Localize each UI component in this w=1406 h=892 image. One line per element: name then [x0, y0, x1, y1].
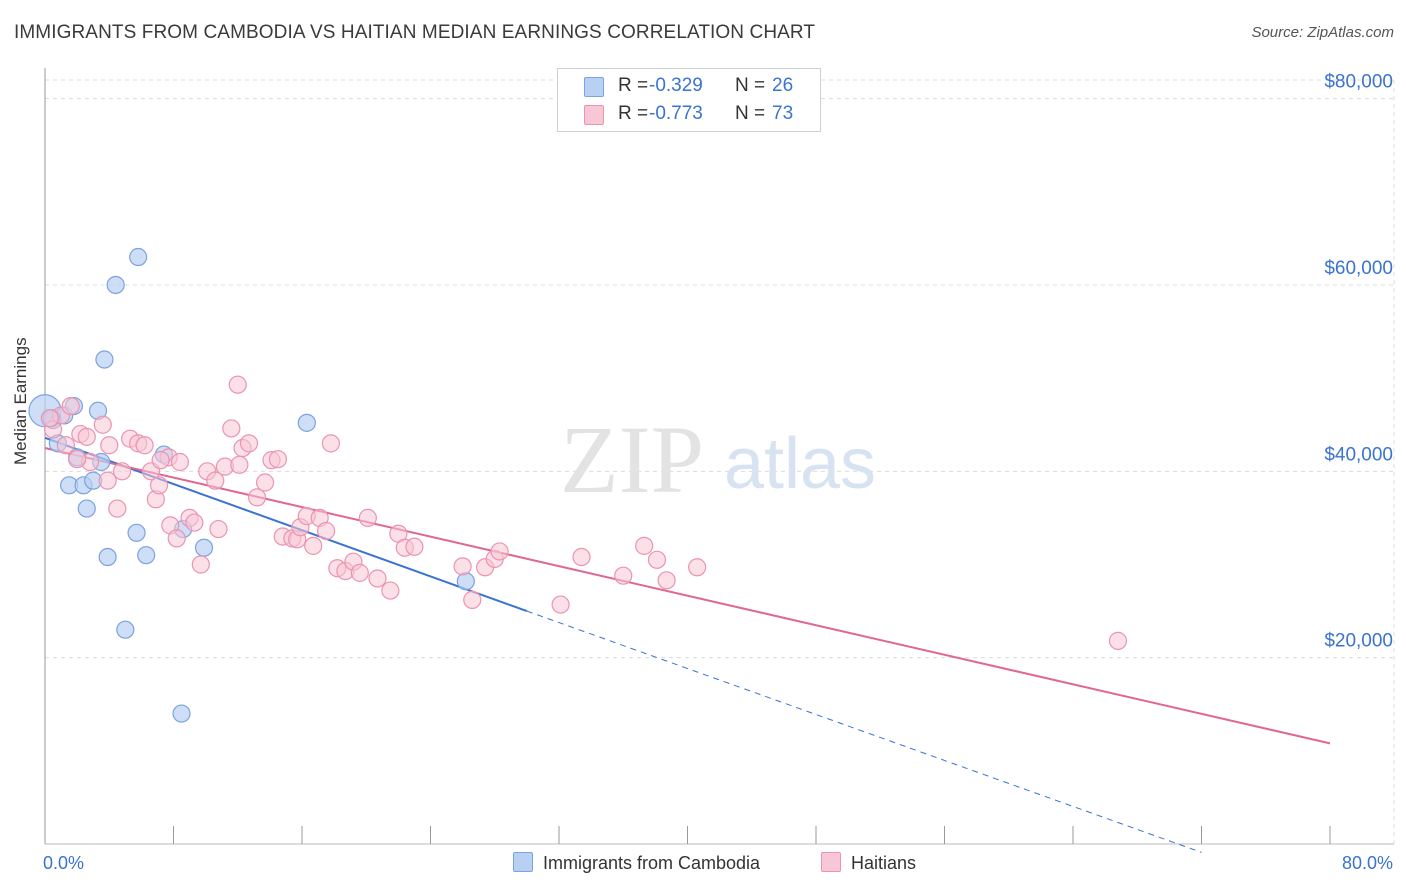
legend-n-label: N =: [735, 103, 766, 124]
data-point-cambodia: [172, 704, 191, 723]
data-point-haitians: [56, 436, 75, 455]
legend-r-label: R =: [618, 75, 649, 96]
data-point-cambodia: [194, 538, 214, 557]
watermark: ZIP atlas: [560, 406, 876, 513]
data-point-haitians: [688, 558, 707, 577]
legend-r-value: -0.329: [649, 75, 703, 96]
tick-labels: $20,000 $40,000 $60,000 $80,000 0.0% 80.0%: [43, 72, 1393, 873]
data-point-haitians: [405, 537, 424, 556]
data-point-haitians: [151, 451, 170, 470]
data-point-haitians: [222, 419, 241, 438]
data-point-haitians: [167, 529, 186, 548]
data-point-haitians: [316, 521, 336, 541]
data-point-cambodia: [129, 247, 148, 267]
data-point-cambodia: [456, 572, 475, 591]
data-point-haitians: [149, 476, 169, 495]
data-point-haitians: [358, 508, 377, 528]
data-point-cambodia: [106, 275, 125, 295]
data-point-haitians: [239, 434, 259, 453]
data-point-cambodia: [297, 413, 316, 432]
data-point-haitians: [228, 375, 247, 394]
chart-title: IMMIGRANTS FROM CAMBODIA VS HAITIAN MEDI…: [14, 22, 816, 43]
data-point-cambodia: [137, 546, 156, 565]
data-point-haitians: [614, 566, 633, 585]
legend-row-cambodia: R = -0.329 N = 26: [558, 72, 820, 100]
data-point-haitians: [463, 590, 482, 609]
data-point-cambodia: [77, 499, 96, 518]
data-point-haitians: [93, 415, 112, 434]
data-point-haitians: [185, 513, 204, 532]
trend-line-cambodia-extension: [526, 610, 1202, 853]
data-point-haitians: [321, 434, 341, 453]
y-axis-label: Median Earnings: [11, 337, 30, 465]
data-point-haitians: [61, 396, 80, 416]
x-tick-label: 0.0%: [43, 853, 84, 873]
data-point-haitians: [230, 455, 249, 474]
data-point-haitians: [191, 555, 210, 574]
y-tick-label: $20,000: [1324, 631, 1393, 652]
data-point-haitians: [635, 536, 654, 555]
data-point-haitians: [381, 581, 400, 600]
legend-n-value: 26: [772, 75, 794, 96]
data-point-cambodia: [116, 620, 135, 639]
legend-swatch-cambodia: [584, 77, 604, 97]
data-point-haitians: [1108, 631, 1128, 650]
bottom-legend-label: Immigrants from Cambodia: [543, 853, 761, 873]
data-point-haitians: [453, 557, 472, 576]
bottom-legend-swatch-cambodia: [513, 852, 533, 872]
x-tick-label: 80.0%: [1342, 853, 1393, 873]
data-point-cambodia: [95, 350, 114, 369]
data-point-cambodia: [98, 547, 117, 567]
data-point-haitians: [247, 488, 267, 507]
legend-r-label: R =: [618, 103, 649, 124]
data-point-haitians: [268, 450, 288, 469]
correlation-legend: R = -0.329 N = 26 R = -0.773 N = 73: [557, 68, 821, 132]
bottom-legend-swatch-haitians: [821, 852, 841, 872]
data-point-haitians: [551, 595, 570, 614]
data-point-haitians: [368, 569, 387, 588]
data-point-haitians: [657, 571, 676, 590]
bottom-legend-label: Haitians: [851, 853, 917, 873]
data-point-haitians: [209, 519, 228, 539]
data-point-haitians: [170, 452, 190, 472]
data-point-haitians: [108, 499, 127, 518]
data-point-haitians: [68, 450, 87, 469]
data-point-haitians: [98, 471, 117, 490]
legend-r-value: -0.773: [649, 103, 703, 124]
y-tick-label: $80,000: [1324, 72, 1393, 93]
axes: [44, 68, 1394, 845]
source-label: Source: ZipAtlas.com: [1251, 24, 1394, 41]
bottom-legend-cambodia: Immigrants from Cambodia: [513, 852, 760, 874]
data-point-haitians: [112, 462, 132, 481]
y-tick-label: $40,000: [1324, 444, 1393, 465]
data-point-haitians: [135, 436, 154, 455]
data-point-haitians: [206, 471, 225, 490]
data-point-haitians: [304, 536, 323, 555]
y-tick-label: $60,000: [1324, 258, 1393, 279]
series-haitians: [40, 375, 1128, 650]
watermark-atlas: atlas: [724, 424, 876, 504]
legend-n-value: 73: [772, 103, 794, 124]
data-point-haitians: [40, 409, 59, 428]
data-point-haitians: [490, 542, 509, 561]
data-point-haitians: [255, 473, 275, 492]
series-immigrants-from-cambodia: [28, 247, 475, 723]
legend-swatch-haitians: [584, 105, 604, 125]
data-point-haitians: [647, 550, 667, 569]
legend-row-haitians: R = -0.773 N = 73: [558, 100, 820, 128]
watermark-zip: ZIP: [560, 406, 704, 513]
bottom-legend-haitians: Haitians: [821, 852, 916, 874]
data-point-cambodia: [127, 523, 146, 542]
data-point-haitians: [77, 427, 96, 446]
data-point-haitians: [100, 436, 119, 455]
data-point-haitians: [572, 547, 591, 567]
data-point-haitians: [350, 563, 369, 582]
legend-n-label: N =: [735, 75, 766, 96]
